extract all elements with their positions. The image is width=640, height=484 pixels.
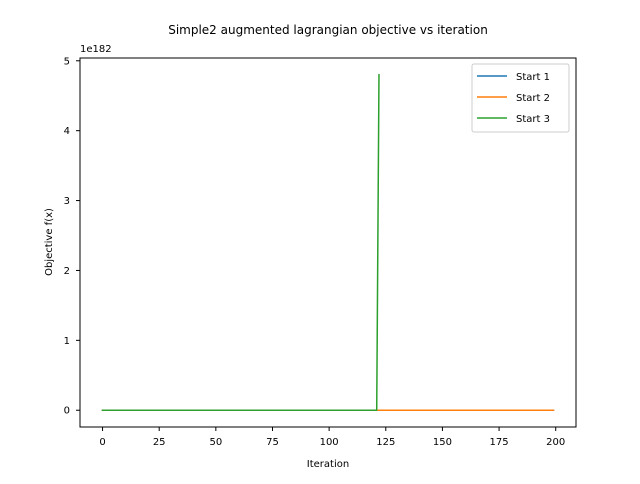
x-axis: 0 25 50 75 100 125 150 175 200 [99, 427, 565, 448]
legend: Start 1 Start 2 Start 3 [471, 63, 570, 133]
y-tick-label-1: 1 [64, 336, 70, 347]
legend-label-start-2: Start 2 [516, 93, 550, 104]
legend-items: Start 1 Start 2 Start 3 [477, 72, 550, 125]
y-axis: 0 1 2 3 4 5 [64, 56, 80, 417]
x-tick-label-0: 0 [99, 437, 105, 448]
x-tick-label-2: 50 [209, 437, 222, 448]
x-tick-label-8: 200 [546, 437, 565, 448]
y-tick-label-3: 3 [64, 196, 70, 207]
legend-label-start-1: Start 1 [516, 72, 550, 83]
x-axis-label: Iteration [307, 459, 349, 470]
y-tick-label-2: 2 [64, 266, 70, 277]
y-tick-label-5: 5 [64, 56, 70, 67]
x-tick-label-1: 25 [153, 437, 166, 448]
x-tick-label-7: 175 [490, 437, 509, 448]
y-axis-label: Objective f(x) [44, 208, 55, 276]
legend-box [471, 63, 570, 133]
y-axis-offset-label: 1e182 [80, 44, 112, 55]
y-tick-label-4: 4 [64, 126, 70, 137]
x-tick-label-5: 125 [376, 437, 395, 448]
x-tick-label-3: 75 [266, 437, 279, 448]
y-tick-label-0: 0 [64, 406, 70, 417]
series-group [101, 74, 555, 411]
x-tick-label-4: 100 [320, 437, 339, 448]
series-line-start-3 [101, 74, 380, 411]
chart-title: Simple2 augmented lagrangian objective v… [168, 23, 488, 37]
x-tick-label-6: 150 [433, 437, 452, 448]
legend-label-start-3: Start 3 [516, 114, 550, 125]
